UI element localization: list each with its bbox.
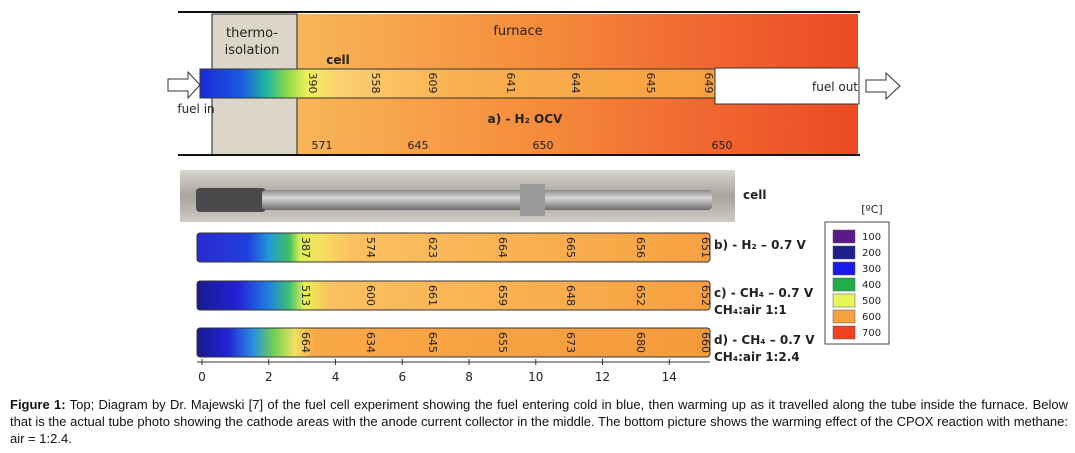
label: a) - H₂ OCV xyxy=(488,112,563,126)
temperature-label: 645 xyxy=(426,332,439,353)
label: isolation xyxy=(225,43,280,58)
bar-label: c) - CH₄ – 0.7 V xyxy=(714,286,814,300)
temperature-label: 571 xyxy=(312,139,333,152)
legend-label: 100 xyxy=(862,232,881,243)
label: thermo- xyxy=(226,26,278,41)
arrow xyxy=(167,70,201,100)
temperature-label: 664 xyxy=(299,332,312,353)
label: furnace xyxy=(493,24,542,39)
outlet xyxy=(714,67,860,105)
cell-bar xyxy=(196,232,711,263)
x-tick-label: 12 xyxy=(595,370,610,384)
cell-tube xyxy=(199,68,716,99)
x-tick-label: 0 xyxy=(198,370,206,384)
temperature-label: 648 xyxy=(564,285,577,306)
temperature-label: 652 xyxy=(699,285,712,306)
x-tick-label: 8 xyxy=(465,370,473,384)
legend-label: 500 xyxy=(862,296,881,307)
temperature-label: 680 xyxy=(634,332,647,353)
temperature-label: 645 xyxy=(644,73,657,94)
x-tick-label: 4 xyxy=(332,370,340,384)
temperature-label: 661 xyxy=(426,285,439,306)
caption: Figure 1: Top; Diagram by Dr. Majewski [… xyxy=(10,396,1068,447)
cell-bar xyxy=(196,280,711,311)
legend-swatch xyxy=(832,325,856,340)
legend-label: 300 xyxy=(862,264,881,275)
temperature-label: 390 xyxy=(306,73,319,94)
label: cell xyxy=(326,53,349,67)
temperature-label: 664 xyxy=(496,237,509,258)
photo-part xyxy=(196,188,266,212)
x-tick-label: 10 xyxy=(528,370,543,384)
legend-label: 200 xyxy=(862,248,881,259)
legend-label: 700 xyxy=(862,328,881,339)
photo-part xyxy=(262,190,712,210)
temperature-label: 659 xyxy=(496,285,509,306)
temperature-label: 665 xyxy=(564,237,577,258)
figure: thermo- isolation furnace cell fuel out … xyxy=(167,11,901,384)
legend-swatch xyxy=(832,229,856,244)
photo-part xyxy=(520,184,545,216)
legend-title: [ºC] xyxy=(861,203,882,216)
bar-label: CH₄:air 1:1 xyxy=(714,303,787,317)
bar-label: CH₄:air 1:2.4 xyxy=(714,350,800,364)
temperature-label: 651 xyxy=(699,237,712,258)
x-tick-label: 2 xyxy=(265,370,273,384)
temperature-label: 387 xyxy=(299,237,312,258)
arrow xyxy=(865,71,901,101)
temperature-label: 644 xyxy=(569,73,582,94)
temperature-label: 609 xyxy=(426,73,439,94)
temperature-label: 660 xyxy=(699,332,712,353)
temperature-label: 655 xyxy=(496,332,509,353)
temperature-label: 574 xyxy=(364,237,377,258)
temperature-label: 650 xyxy=(712,139,733,152)
temperature-label: 600 xyxy=(364,285,377,306)
x-tick-label: 14 xyxy=(662,370,677,384)
temperature-label: 641 xyxy=(504,73,517,94)
legend-swatch xyxy=(832,309,856,324)
temperature-label: 623 xyxy=(426,237,439,258)
legend-swatch xyxy=(832,261,856,276)
bar-label: b) - H₂ – 0.7 V xyxy=(714,238,807,252)
bar-label: d) - CH₄ – 0.7 V xyxy=(714,333,815,347)
label: cell xyxy=(743,188,766,202)
caption-text: Top; Diagram by Dr. Majewski [7] of the … xyxy=(10,397,1068,446)
cell-bar xyxy=(196,327,711,358)
temperature-label: 650 xyxy=(533,139,554,152)
legend-label: 600 xyxy=(862,312,881,323)
x-tick-label: 6 xyxy=(398,370,406,384)
legend-swatch xyxy=(832,245,856,260)
temperature-label: 558 xyxy=(369,73,382,94)
legend-label: 400 xyxy=(862,280,881,291)
temperature-label: 634 xyxy=(364,332,377,353)
temperature-label: 652 xyxy=(634,285,647,306)
label: fuel out xyxy=(812,80,858,94)
temperature-label: 656 xyxy=(634,237,647,258)
caption-label: Figure 1: xyxy=(10,397,66,412)
temperature-label: 649 xyxy=(702,73,715,94)
legend-swatch xyxy=(832,293,856,308)
legend-swatch xyxy=(832,277,856,292)
label: fuel in xyxy=(177,102,214,116)
temperature-label: 673 xyxy=(564,332,577,353)
temperature-label: 513 xyxy=(299,285,312,306)
temperature-label: 645 xyxy=(408,139,429,152)
